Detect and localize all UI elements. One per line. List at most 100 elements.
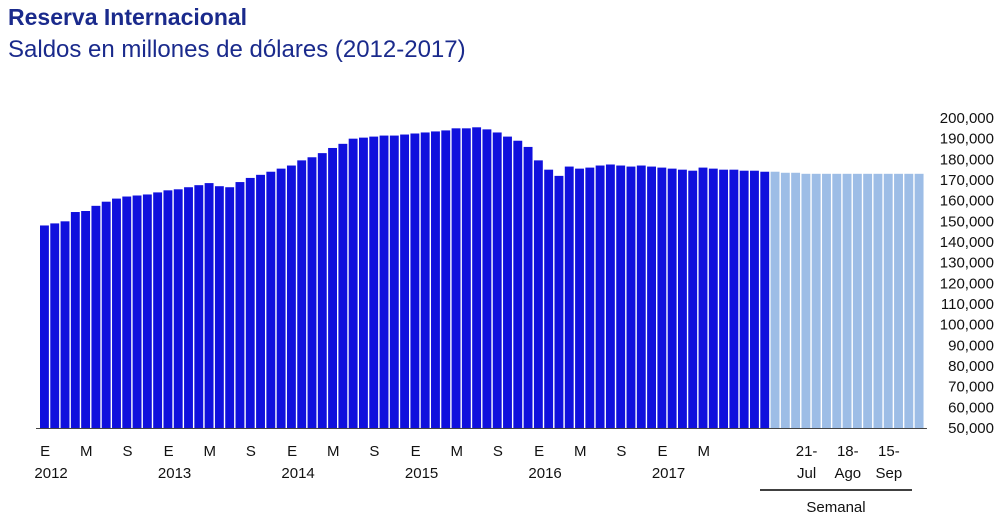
bar-monthly (667, 168, 677, 428)
bar-monthly (461, 128, 471, 428)
y-tick-label: 190,000 (940, 131, 994, 148)
x-axis: E M S E M S E M S E M S E M S E M 21- 18- 15- 2012 2013 2014 20… (34, 443, 902, 482)
bar-monthly (81, 211, 91, 428)
bar-weekly (811, 173, 821, 428)
x-tick-label: Sep (876, 465, 903, 482)
bar-monthly (688, 170, 698, 428)
bar-monthly (389, 135, 399, 428)
x-tick-label: M (574, 443, 587, 460)
bar-monthly (40, 225, 49, 428)
bar-monthly (153, 192, 163, 428)
bar-monthly (533, 160, 543, 428)
y-tick-label: 100,000 (940, 317, 994, 334)
chart-subtitle: Saldos en millones de dólares (2012-2017… (8, 36, 466, 63)
x-tick-label: 2017 (652, 465, 685, 482)
chart-title: Reserva Internacional (8, 4, 248, 30)
bar-monthly (225, 187, 235, 428)
bar-monthly (554, 175, 564, 428)
bar-monthly (358, 137, 368, 428)
bar-weekly (791, 172, 801, 428)
x-tick-label: 21- (796, 443, 818, 460)
bar-monthly (400, 134, 410, 428)
x-tick-label: E (40, 443, 50, 460)
y-tick-label: 110,000 (941, 296, 994, 313)
bar-monthly (214, 186, 224, 428)
x-tick-label: M (327, 443, 340, 460)
bar-monthly (50, 223, 60, 428)
bar-monthly (482, 129, 492, 428)
x-tick-label: S (616, 443, 626, 460)
x-tick-label: E (164, 443, 174, 460)
x-tick-label: M (697, 443, 710, 460)
bar-monthly (256, 174, 265, 428)
bar-monthly (60, 221, 70, 428)
bar-monthly (328, 147, 338, 428)
bar-monthly (379, 135, 389, 428)
bar-monthly (750, 170, 759, 428)
bar-monthly (503, 136, 512, 428)
bar-weekly (914, 173, 924, 428)
y-tick-label: 160,000 (940, 193, 994, 210)
bar-monthly (451, 128, 461, 428)
y-tick-label: 140,000 (940, 234, 994, 251)
bar-weekly (873, 173, 883, 428)
x-tick-label: 2013 (158, 465, 191, 482)
bar-monthly (410, 133, 420, 428)
x-tick-label: 2016 (528, 465, 561, 482)
bar-monthly (194, 185, 204, 428)
bar-monthly (122, 196, 132, 428)
bar-monthly (626, 166, 636, 428)
y-tick-label: 130,000 (940, 255, 994, 272)
x-tick-label: S (246, 443, 256, 460)
bar-monthly (142, 194, 152, 428)
bar-monthly (677, 169, 687, 429)
bar-monthly (513, 140, 523, 429)
y-tick-label: 150,000 (940, 213, 994, 230)
bar-weekly (894, 173, 903, 428)
x-tick-label: 2012 (34, 465, 67, 482)
bar-monthly (235, 182, 245, 428)
x-tick-label: E (534, 443, 544, 460)
bar-monthly (91, 205, 101, 428)
y-tick-label: 200,000 (940, 110, 994, 127)
y-axis: 200,000 190,000 180,000 170,000 160,000 150,0… (940, 110, 994, 437)
y-tick-label: 170,000 (940, 172, 994, 189)
bar-weekly (832, 173, 842, 428)
y-tick-label: 90,000 (948, 337, 994, 354)
x-tick-label: S (122, 443, 132, 460)
bar-monthly (636, 165, 646, 428)
bar-monthly (708, 168, 718, 428)
bar-monthly (729, 169, 739, 429)
bar-monthly (286, 165, 296, 428)
y-tick-label: 70,000 (948, 379, 994, 396)
bar-monthly (369, 136, 379, 428)
x-tick-label: 18- (837, 443, 859, 460)
bar-monthly (173, 189, 183, 428)
bar-weekly (863, 173, 873, 428)
bar-weekly (904, 173, 914, 428)
x-tick-label: 2014 (281, 465, 314, 482)
y-tick-label: 60,000 (948, 399, 994, 416)
bar-weekly (842, 173, 852, 428)
bar-monthly (492, 132, 502, 428)
bar-monthly (276, 168, 286, 428)
bar-monthly (739, 170, 749, 428)
x-tick-label: S (369, 443, 379, 460)
y-tick-label: 120,000 (940, 275, 994, 292)
bar-monthly (307, 157, 317, 428)
bar-monthly (348, 138, 358, 429)
bar-monthly (245, 177, 255, 428)
y-tick-label: 180,000 (940, 151, 994, 168)
bar-monthly (317, 153, 327, 428)
bar-monthly (698, 167, 708, 428)
bar-monthly (585, 167, 595, 428)
bar-monthly (605, 164, 615, 428)
bar-monthly (101, 201, 111, 428)
y-tick-label: 50,000 (948, 420, 994, 437)
bar-weekly (852, 173, 862, 428)
x-tick-label: M (80, 443, 93, 460)
bar-monthly (420, 132, 430, 428)
x-tick-label: 15- (878, 443, 900, 460)
x-tick-label: Ago (834, 465, 861, 482)
bar-monthly (184, 187, 193, 428)
